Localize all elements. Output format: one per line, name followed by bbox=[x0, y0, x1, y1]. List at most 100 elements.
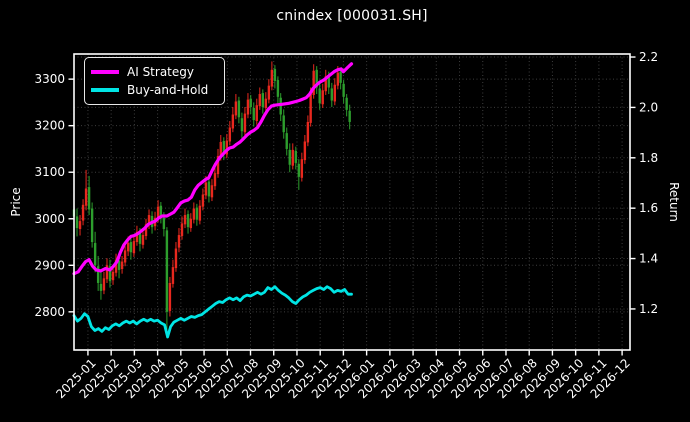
candle-body bbox=[99, 283, 103, 291]
candle-body bbox=[297, 163, 301, 177]
candle-body bbox=[126, 242, 130, 252]
candle-body bbox=[87, 187, 91, 210]
candle-body bbox=[114, 259, 118, 273]
candle-body bbox=[333, 84, 337, 102]
candle-body bbox=[192, 208, 196, 220]
candle-body bbox=[132, 241, 136, 254]
candle-body bbox=[117, 260, 121, 270]
legend-item-ai-strategy: AI Strategy bbox=[91, 63, 216, 81]
candle-body bbox=[276, 80, 280, 97]
y-axis-label-left: Price bbox=[9, 187, 23, 217]
candle-body bbox=[171, 267, 175, 284]
candle-body bbox=[294, 150, 297, 163]
candle-body bbox=[267, 85, 271, 100]
candle-body bbox=[243, 113, 247, 133]
y-tick-label-right: 1.6 bbox=[639, 201, 658, 215]
candle-body bbox=[111, 271, 115, 281]
candle-body bbox=[306, 121, 310, 143]
candle-body bbox=[264, 98, 268, 108]
candle-body bbox=[156, 206, 160, 219]
candle-body bbox=[273, 68, 277, 81]
candle-body bbox=[321, 90, 324, 105]
candle-body bbox=[183, 215, 187, 225]
candle-body bbox=[84, 188, 88, 206]
candle-body bbox=[222, 141, 225, 154]
candle-body bbox=[282, 115, 285, 133]
candle-body bbox=[216, 155, 220, 175]
candle-body bbox=[252, 107, 255, 121]
legend-label: Buy-and-Hold bbox=[127, 83, 209, 97]
y-tick-label-left: 3000 bbox=[34, 212, 65, 226]
candle-body bbox=[159, 205, 163, 217]
y-tick-label-left: 3300 bbox=[34, 72, 65, 86]
candle-body bbox=[195, 207, 199, 220]
candle-body bbox=[168, 282, 172, 311]
buy-and-hold-line-swatch bbox=[91, 88, 119, 92]
candle-body bbox=[225, 140, 229, 155]
candle-body bbox=[198, 205, 202, 221]
candle-body bbox=[81, 204, 85, 221]
y-tick-label-left: 2800 bbox=[34, 305, 65, 319]
candle-body bbox=[177, 235, 181, 248]
candle-body bbox=[309, 94, 312, 123]
candle-body bbox=[255, 105, 258, 122]
candle-body bbox=[210, 185, 214, 198]
candle-body bbox=[342, 83, 345, 97]
candle-body bbox=[261, 93, 265, 108]
candle-body bbox=[348, 110, 351, 122]
legend: AI Strategy Buy-and-Hold bbox=[84, 57, 225, 105]
candle-body bbox=[135, 231, 139, 243]
candle-body bbox=[246, 99, 250, 115]
candle-body bbox=[303, 141, 307, 161]
candle-body bbox=[270, 69, 274, 87]
candle-body bbox=[234, 101, 238, 116]
candle-body bbox=[120, 261, 124, 270]
chart-title: cnindex [000031.SH] bbox=[276, 8, 428, 24]
y-tick-label-left: 2900 bbox=[34, 258, 65, 272]
candle-body bbox=[138, 232, 142, 244]
candle-body bbox=[186, 214, 190, 228]
candle-body bbox=[318, 88, 321, 104]
candle-body bbox=[213, 173, 217, 187]
candle-body bbox=[204, 182, 208, 196]
candle-body bbox=[237, 100, 241, 118]
candle-body bbox=[75, 216, 79, 229]
candle-body bbox=[141, 235, 145, 245]
candle-body bbox=[105, 265, 109, 280]
candle-body bbox=[90, 208, 94, 243]
candle-body bbox=[174, 248, 178, 269]
candle-body bbox=[345, 97, 348, 110]
y-axis-label-right: Return bbox=[667, 182, 681, 222]
candle-body bbox=[78, 221, 82, 229]
candle-body bbox=[189, 218, 193, 229]
candle-body bbox=[231, 114, 235, 129]
candle-body bbox=[258, 94, 261, 107]
candle-body bbox=[102, 278, 106, 291]
y-tick-label-right: 2.0 bbox=[639, 100, 658, 114]
candle-body bbox=[291, 149, 294, 166]
candle-body bbox=[219, 141, 222, 157]
candle-body bbox=[228, 127, 232, 142]
candle-body bbox=[339, 71, 342, 83]
candle-body bbox=[165, 230, 169, 312]
candle-body bbox=[285, 133, 288, 149]
y-tick-label-right: 1.8 bbox=[639, 151, 658, 165]
candle-body bbox=[312, 70, 315, 95]
candle-body bbox=[180, 223, 184, 236]
y-tick-label-right: 1.2 bbox=[639, 302, 658, 316]
candle-body bbox=[162, 217, 166, 229]
candle-body bbox=[288, 149, 291, 165]
plot-border bbox=[73, 53, 631, 351]
legend-label: AI Strategy bbox=[127, 65, 194, 79]
candle-body bbox=[324, 76, 327, 92]
y-tick-label-left: 3100 bbox=[34, 165, 65, 179]
candle-body bbox=[93, 242, 97, 266]
candle-body bbox=[240, 118, 244, 132]
candle-body bbox=[336, 72, 340, 86]
y-tick-label-right: 2.2 bbox=[639, 50, 658, 64]
candle-body bbox=[207, 181, 211, 197]
candle-body bbox=[129, 242, 133, 253]
candle-body bbox=[123, 250, 127, 263]
